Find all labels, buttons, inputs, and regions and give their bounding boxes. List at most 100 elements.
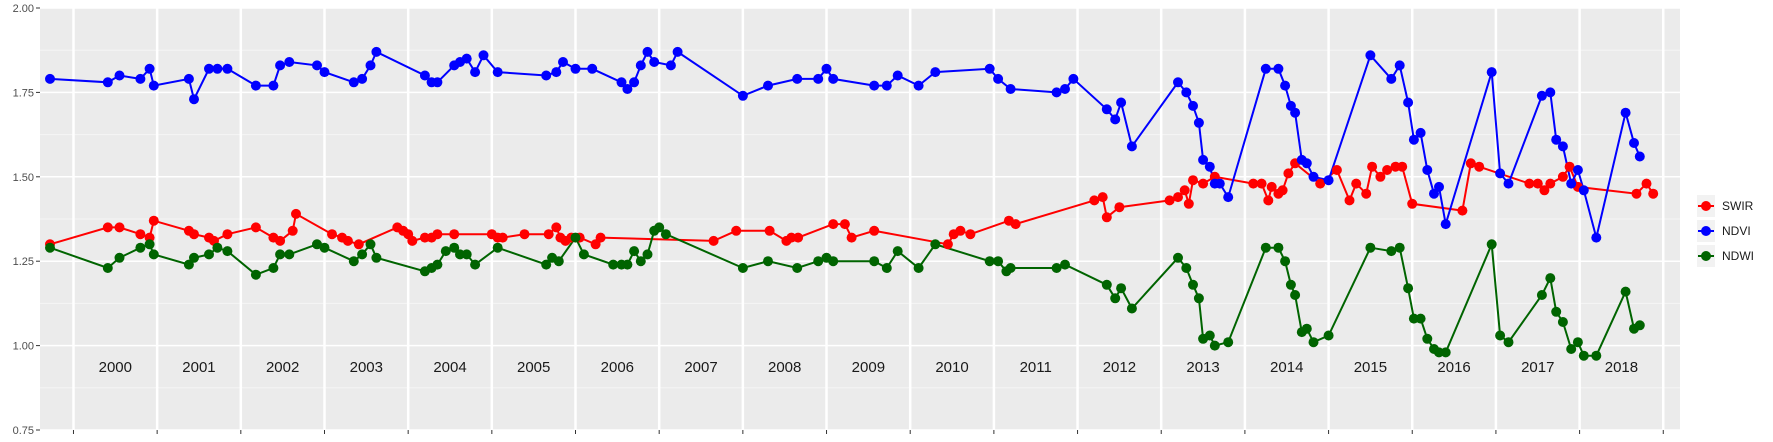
point-swir	[1097, 192, 1108, 203]
point-ndwi	[440, 246, 451, 257]
point-swir	[1474, 161, 1485, 172]
point-swir	[1188, 175, 1198, 186]
point-ndvi	[371, 46, 382, 57]
point-ndwi	[222, 246, 233, 257]
point-ndwi	[1060, 259, 1070, 270]
point-ndwi	[183, 259, 194, 270]
point-swir	[839, 219, 850, 230]
point-swir	[291, 208, 301, 219]
point-ndwi	[1394, 242, 1405, 253]
point-swir	[869, 225, 880, 236]
point-ndwi	[449, 242, 460, 253]
legend-label-ndvi: NDVI	[1722, 224, 1751, 238]
point-ndwi	[608, 259, 619, 270]
y-tick-label: 0.75	[13, 425, 34, 437]
point-ndvi	[1415, 127, 1426, 138]
point-ndvi	[869, 80, 880, 91]
point-ndvi	[649, 57, 660, 67]
point-ndwi	[1051, 263, 1062, 273]
y-tick-label: 1.75	[13, 87, 34, 99]
point-ndvi	[1545, 87, 1556, 98]
point-ndwi	[1285, 279, 1296, 290]
point-swir	[1256, 178, 1267, 189]
point-ndwi	[660, 229, 671, 240]
point-ndwi	[1572, 337, 1583, 348]
year-label-2014: 2014	[1270, 359, 1303, 376]
point-swir	[1397, 161, 1408, 172]
point-ndvi	[1223, 192, 1234, 203]
point-ndvi	[616, 77, 627, 88]
point-ndvi	[1260, 63, 1271, 74]
point-ndwi	[1273, 242, 1284, 253]
point-ndvi	[1503, 178, 1514, 189]
point-ndvi	[635, 60, 646, 71]
point-ndvi	[319, 67, 330, 78]
point-ndvi	[1422, 165, 1433, 175]
point-ndvi	[1116, 97, 1127, 108]
point-ndvi	[284, 57, 295, 67]
point-ndvi	[1572, 165, 1583, 175]
year-label-2000: 2000	[99, 359, 132, 376]
series-line-ndwi	[49, 226, 1641, 357]
point-ndvi	[930, 67, 941, 78]
point-ndwi	[930, 239, 941, 250]
point-ndvi	[1634, 151, 1645, 162]
point-swir	[287, 225, 298, 236]
point-ndwi	[357, 249, 368, 260]
legend-key-point-swir	[1701, 201, 1711, 211]
point-swir	[942, 239, 953, 250]
point-ndwi	[1557, 317, 1568, 327]
point-swir	[1631, 188, 1642, 199]
point-ndvi	[1214, 178, 1225, 189]
point-swir	[1183, 198, 1194, 209]
point-swir	[1277, 185, 1288, 196]
point-ndvi	[312, 60, 322, 71]
point-ndvi	[1578, 185, 1589, 196]
point-ndvi	[828, 73, 839, 84]
point-ndwi	[114, 252, 125, 263]
point-swir	[1407, 198, 1418, 209]
point-swir	[1263, 195, 1274, 206]
legend-label-ndwi: NDWI	[1722, 249, 1754, 263]
point-swir	[551, 222, 562, 233]
point-ndwi	[654, 222, 665, 233]
point-ndwi	[268, 263, 279, 273]
point-ndvi	[629, 77, 640, 88]
point-ndvi	[1101, 104, 1112, 115]
point-ndwi	[348, 256, 359, 267]
point-swir	[1283, 168, 1294, 179]
point-ndvi	[993, 73, 1004, 84]
point-ndvi	[1005, 84, 1016, 94]
point-ndvi	[881, 80, 892, 91]
point-ndvi	[365, 60, 376, 71]
year-label-2010: 2010	[935, 359, 968, 376]
year-label-2002: 2002	[266, 359, 299, 376]
point-swir	[543, 229, 554, 240]
point-ndvi	[461, 53, 472, 64]
point-ndvi	[183, 73, 194, 84]
point-ndvi	[737, 90, 748, 101]
point-ndvi	[348, 77, 359, 88]
point-ndvi	[1557, 141, 1568, 152]
point-ndvi	[1591, 232, 1602, 243]
point-ndvi	[478, 50, 489, 61]
point-ndwi	[212, 242, 223, 253]
point-swir	[1344, 195, 1355, 206]
point-ndvi	[1408, 134, 1419, 145]
point-ndwi	[635, 256, 646, 267]
point-ndwi	[1181, 263, 1192, 273]
point-ndwi	[642, 249, 653, 260]
year-label-2007: 2007	[684, 359, 717, 376]
point-ndwi	[1280, 256, 1291, 267]
point-swir	[1351, 178, 1362, 189]
point-ndvi	[570, 63, 581, 74]
point-swir	[1173, 192, 1183, 203]
point-swir	[731, 225, 742, 236]
point-ndwi	[737, 263, 748, 273]
point-swir	[1198, 178, 1209, 189]
point-swir	[222, 229, 233, 240]
point-ndvi	[268, 80, 279, 91]
y-axis: 0.75 1.00 1.25 1.50 1.75 2.00	[13, 3, 40, 437]
point-swir	[497, 232, 508, 243]
